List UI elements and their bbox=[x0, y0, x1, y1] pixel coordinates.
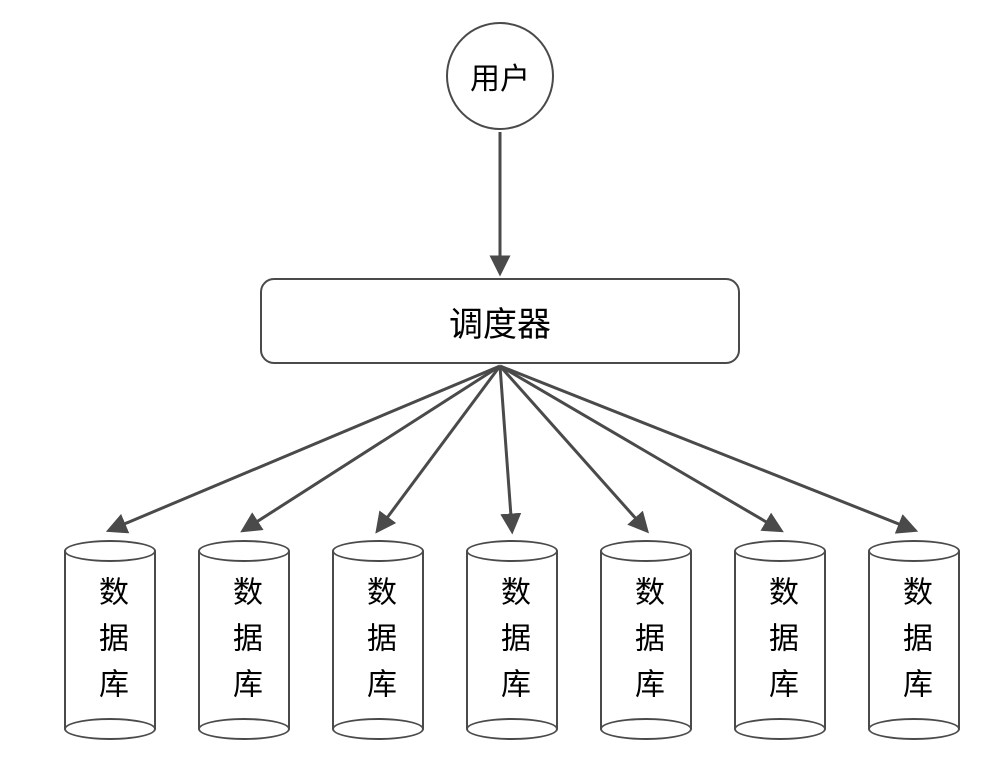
cylinder-bottom bbox=[198, 718, 290, 740]
scheduler-label: 调度器 bbox=[449, 297, 551, 346]
cylinder-top bbox=[734, 540, 826, 562]
cylinder-bottom bbox=[466, 718, 558, 740]
diagram-root: 用户 调度器 数据库 数据库 数据库 数据库 数据库 bbox=[0, 0, 1000, 784]
database-label: 数据库 bbox=[356, 576, 400, 714]
cylinder-bottom bbox=[600, 718, 692, 740]
edge-scheduler-to-db bbox=[110, 366, 500, 530]
user-node: 用户 bbox=[446, 22, 554, 130]
cylinder-bottom bbox=[734, 718, 826, 740]
cylinder-top bbox=[64, 540, 156, 562]
cylinder-top bbox=[868, 540, 960, 562]
edge-scheduler-to-db bbox=[500, 366, 780, 530]
cylinder-top bbox=[466, 540, 558, 562]
database-node: 数据库 bbox=[734, 540, 826, 740]
database-node: 数据库 bbox=[64, 540, 156, 740]
user-label: 用户 bbox=[470, 54, 530, 98]
database-node: 数据库 bbox=[198, 540, 290, 740]
database-label: 数据库 bbox=[758, 576, 802, 714]
database-label: 数据库 bbox=[892, 576, 936, 714]
database-label: 数据库 bbox=[88, 576, 132, 714]
scheduler-node: 调度器 bbox=[260, 278, 740, 364]
cylinder-top bbox=[600, 540, 692, 562]
cylinder-bottom bbox=[332, 718, 424, 740]
edge-scheduler-to-db bbox=[378, 366, 500, 530]
edge-scheduler-to-db bbox=[500, 366, 646, 530]
database-node: 数据库 bbox=[466, 540, 558, 740]
edge-scheduler-to-db bbox=[500, 366, 512, 530]
cylinder-bottom bbox=[64, 718, 156, 740]
database-label: 数据库 bbox=[490, 576, 534, 714]
database-node: 数据库 bbox=[868, 540, 960, 740]
database-node: 数据库 bbox=[600, 540, 692, 740]
cylinder-bottom bbox=[868, 718, 960, 740]
edge-scheduler-to-db bbox=[244, 366, 500, 530]
cylinder-top bbox=[198, 540, 290, 562]
database-node: 数据库 bbox=[332, 540, 424, 740]
edge-scheduler-to-db bbox=[500, 366, 914, 530]
database-label: 数据库 bbox=[624, 576, 668, 714]
database-label: 数据库 bbox=[222, 576, 266, 714]
cylinder-top bbox=[332, 540, 424, 562]
